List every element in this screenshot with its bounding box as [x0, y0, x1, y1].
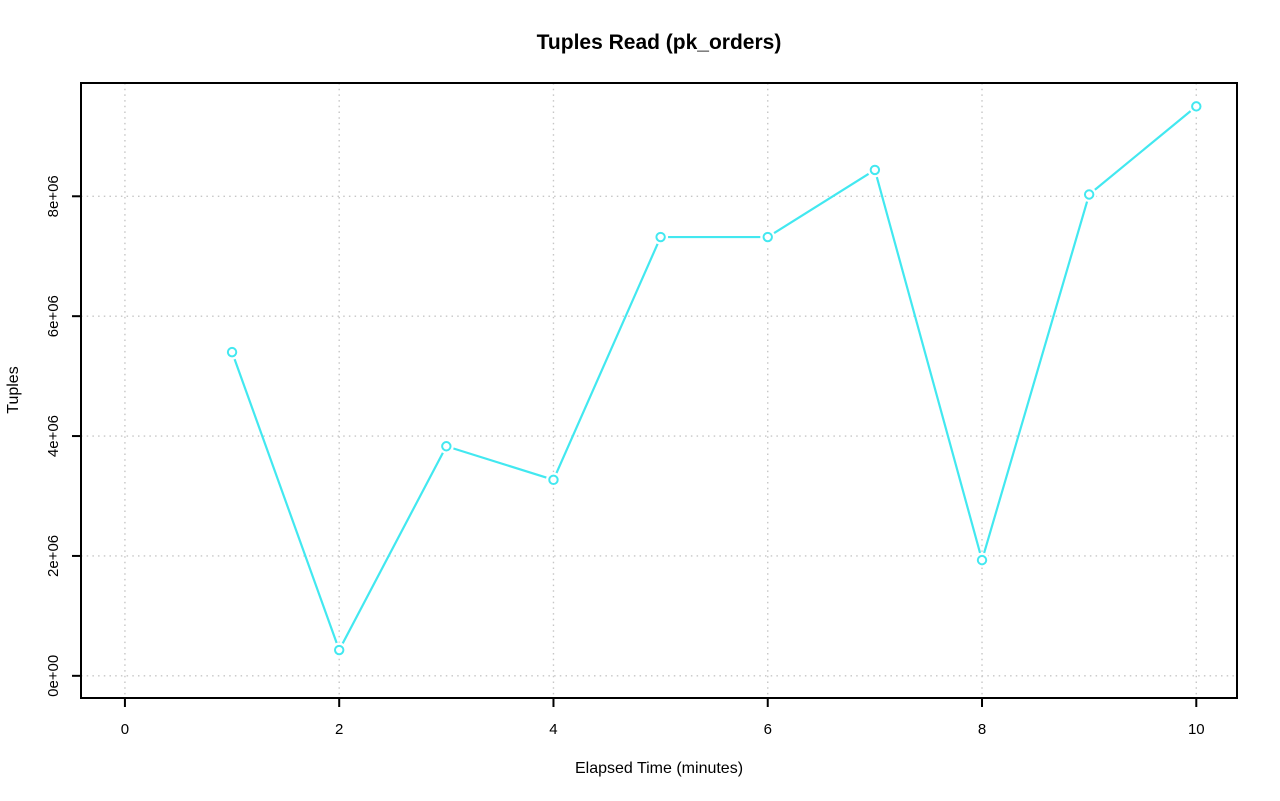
y-axis-tick-label: 2e+06 — [45, 535, 62, 577]
x-axis-tick-label: 6 — [764, 721, 772, 738]
data-point-marker — [655, 231, 666, 243]
data-point-marker — [226, 346, 238, 358]
data-point-marker — [548, 474, 559, 486]
data-point-marker — [441, 441, 452, 452]
y-axis-tick-label: 4e+06 — [45, 415, 62, 457]
y-axis-tick-label: 6e+06 — [45, 295, 62, 337]
data-point-marker — [976, 554, 988, 566]
data-point-marker — [1083, 189, 1095, 200]
x-axis-tick-label: 8 — [978, 721, 986, 738]
x-axis-tick-label: 2 — [335, 721, 343, 738]
data-point-marker — [1191, 101, 1202, 112]
y-axis-tick-label: 0e+00 — [45, 655, 62, 697]
chart-title: Tuples Read (pk_orders) — [536, 31, 782, 54]
x-axis-title: Elapsed Time (minutes) — [574, 760, 744, 777]
data-point-marker — [333, 644, 345, 656]
y-axis-tick-label: 8e+06 — [45, 175, 62, 217]
plot-border — [80, 82, 1238, 699]
data-point-marker — [869, 164, 881, 176]
series-line — [231, 105, 1197, 652]
x-axis-tick-label: 10 — [1188, 721, 1205, 738]
x-axis-tick-label: 0 — [121, 721, 129, 738]
data-point-marker — [762, 231, 773, 243]
x-axis-tick-label: 4 — [549, 721, 557, 738]
